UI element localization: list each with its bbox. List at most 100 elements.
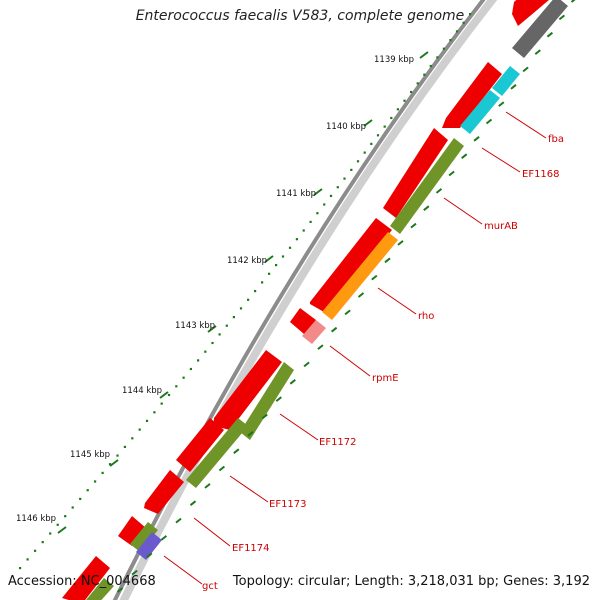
inner-tick <box>371 274 378 281</box>
inner-tick <box>189 500 197 506</box>
gene-fba[interactable] <box>492 66 520 96</box>
tick-dot <box>316 212 319 215</box>
tick-dot <box>175 385 178 388</box>
cds-feature[interactable] <box>144 470 184 514</box>
cds-feature[interactable] <box>214 350 282 430</box>
inner-tick-track <box>116 0 576 593</box>
gene-label-ef1168[interactable]: EF1168 <box>522 169 560 180</box>
inner-tick <box>534 49 541 55</box>
tick-dot <box>123 445 126 448</box>
leader-ef1168 <box>481 147 521 173</box>
gene-murab[interactable] <box>390 138 464 234</box>
cds-feature[interactable] <box>118 516 146 546</box>
tick-dot <box>108 463 112 466</box>
gene-ef1172[interactable] <box>240 362 294 440</box>
gene-label-gct[interactable]: gct <box>202 581 218 592</box>
tick-dot <box>309 220 312 223</box>
tick-dot <box>383 125 386 128</box>
kbp-tick-1143 <box>207 325 217 333</box>
tick-dot <box>218 333 221 336</box>
tick-dot <box>336 186 339 189</box>
tick-dot <box>370 142 373 145</box>
inner-tick <box>558 14 566 21</box>
kbp-label-1139: 1139 kbp <box>374 55 414 65</box>
gene-label-lines <box>163 111 547 585</box>
gene-label-ef1172[interactable]: EF1172 <box>319 437 357 448</box>
tick-dots <box>19 13 472 570</box>
tick-dot <box>101 471 104 474</box>
cds-track <box>62 0 556 600</box>
accession-label: Accession: NC_004668 <box>8 574 156 589</box>
tick-dot <box>197 359 200 362</box>
gene-label-ef1173[interactable]: EF1173 <box>269 499 307 510</box>
tick-dot <box>160 402 163 405</box>
inner-tick <box>303 361 310 368</box>
tick-dot <box>268 272 271 275</box>
genome-stats: Topology: circular; Length: 3,218,031 bp… <box>232 574 590 589</box>
cds-feature[interactable] <box>442 62 502 128</box>
tick-dot <box>455 30 459 33</box>
cds-feature[interactable] <box>383 128 448 218</box>
tick-dot <box>204 350 207 353</box>
kbp-tick-1140 <box>363 119 373 127</box>
leader-rpme <box>329 345 371 377</box>
tick-dot <box>396 108 399 111</box>
inner-tick <box>510 84 517 90</box>
kbp-label-1146: 1146 kbp <box>16 514 56 524</box>
gene-label-fba[interactable]: fba <box>548 134 564 145</box>
inner-tick <box>435 188 443 194</box>
tick-dot <box>442 47 445 50</box>
tick-dot <box>116 454 119 457</box>
gene-ef1174[interactable] <box>130 522 158 552</box>
leader-gct <box>163 555 203 585</box>
gene-label-ef1174[interactable]: EF1174 <box>232 543 270 554</box>
inner-tick <box>410 222 417 229</box>
kbp-label-1144: 1144 kbp <box>122 386 162 396</box>
tick-dot <box>423 73 426 76</box>
tick-dot <box>390 116 393 120</box>
tick-dot <box>153 411 156 414</box>
gene-grey[interactable] <box>512 0 568 58</box>
tick-dot <box>64 515 67 518</box>
tick-dot <box>363 151 366 154</box>
tick-dot <box>34 549 37 552</box>
tick-dot <box>247 298 250 301</box>
inner-tick <box>397 240 404 246</box>
inner-tick <box>131 569 138 576</box>
gene-rpme[interactable] <box>302 320 326 344</box>
gene-label-murab[interactable]: murAB <box>484 221 518 232</box>
cds-feature[interactable] <box>62 556 110 600</box>
leader-rho <box>377 287 417 315</box>
tick-dot <box>56 523 59 526</box>
tick-dot <box>71 506 74 509</box>
gene-ef1173[interactable] <box>186 418 248 488</box>
inner-tick <box>357 292 365 298</box>
inner-tick <box>461 153 468 159</box>
tick-dot <box>138 428 141 431</box>
gene-label-rho[interactable]: rho <box>418 311 434 322</box>
inner-tick <box>423 205 430 211</box>
tick-dot <box>410 90 413 94</box>
cds-feature[interactable] <box>310 218 392 312</box>
kbp-tick-1144 <box>159 391 169 399</box>
kbp-label-1142: 1142 kbp <box>227 256 267 266</box>
gene-lower[interactable] <box>86 578 114 600</box>
leader-fba <box>505 111 547 139</box>
tick-dot <box>275 264 278 267</box>
cds-feature[interactable] <box>512 0 556 26</box>
tick-dot <box>131 437 134 440</box>
gene-ef1168[interactable] <box>460 90 500 134</box>
tick-dot <box>350 168 353 171</box>
genome-backbone-shadow <box>119 0 498 600</box>
gene-label-rpme[interactable]: rpmE <box>372 373 399 384</box>
tick-dot <box>225 324 228 327</box>
tick-dot <box>79 497 82 500</box>
gene-rho[interactable] <box>322 232 398 320</box>
tick-dot <box>86 489 89 492</box>
tick-dot <box>436 56 439 59</box>
cds-feature[interactable] <box>176 418 224 472</box>
tick-dot <box>323 203 326 206</box>
inner-tick <box>218 465 226 472</box>
gene-gct[interactable] <box>136 532 162 560</box>
